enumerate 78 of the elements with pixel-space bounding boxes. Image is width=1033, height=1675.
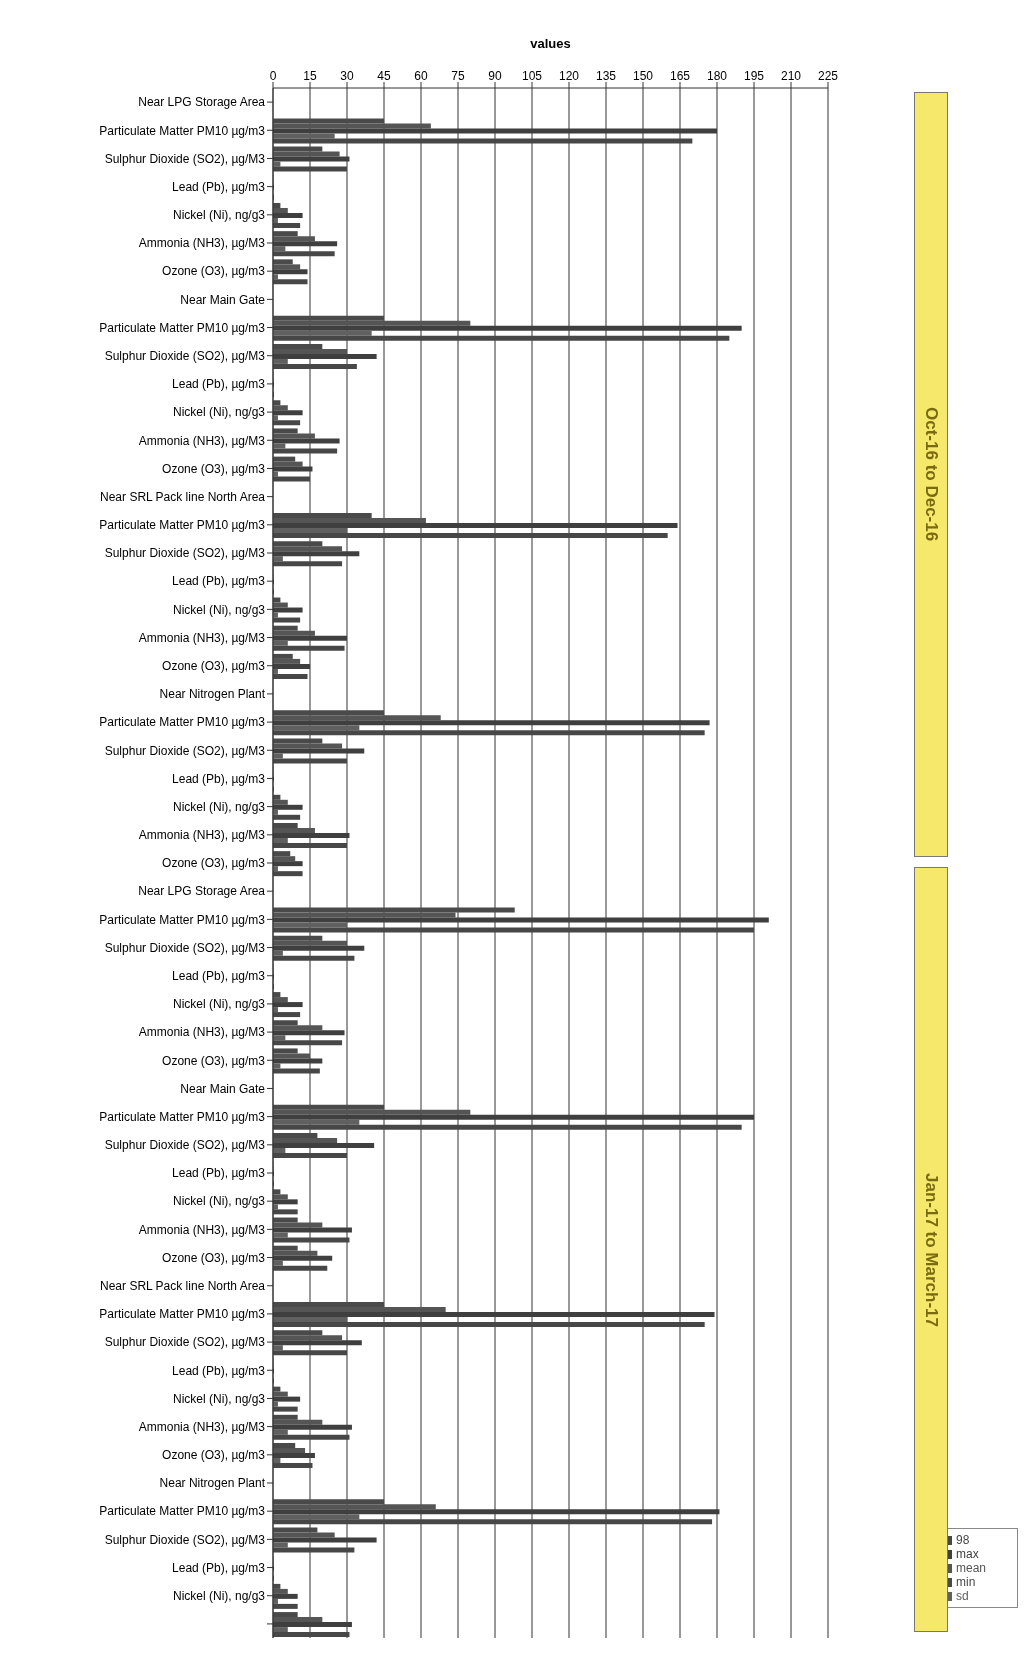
y-tick-label: Particulate Matter PM10 µg/m3	[99, 715, 266, 730]
y-tick-label: Ammonia (NH3), µg/M3	[138, 1025, 266, 1040]
y-tick-label: Near Main Gate	[180, 292, 266, 307]
y-tick-label: Ammonia (NH3), µg/M3	[138, 1222, 266, 1237]
y-tick-label: Near SRL Pack line North Area	[100, 489, 266, 504]
y-tick-label: Ozone (O3), µg/m3	[162, 461, 266, 476]
y-tick-label: Ammonia (NH3), µg/M3	[138, 1419, 266, 1434]
y-tick-label: Ozone (O3), µg/m3	[162, 1250, 266, 1265]
x-tick-label: 75	[451, 69, 465, 83]
y-tick-label: Near Nitrogen Plant	[159, 1476, 266, 1491]
y-tick-label: Sulphur Dioxide (SO2), µg/M3	[104, 1532, 266, 1547]
x-tick-label: 30	[340, 69, 354, 83]
legend-label: max	[956, 1547, 979, 1561]
text: Jan-17 to March-17	[914, 867, 948, 1632]
y-tick-label: Lead (Pb), µg/m3	[172, 377, 266, 392]
y-tick-label: Ammonia (NH3), µg/M3	[138, 828, 266, 843]
y-tick-label: Near LPG Storage Area	[138, 884, 266, 899]
y-tick-label: Sulphur Dioxide (SO2), µg/M3	[104, 940, 266, 955]
y-tick-label: Sulphur Dioxide (SO2), µg/M3	[104, 1335, 266, 1350]
y-tick-label: Lead (Pb), µg/m3	[172, 574, 266, 589]
y-tick-label: Particulate Matter PM10 µg/m3	[99, 518, 266, 533]
y-tick-label: Nickel (Ni), ng/g3	[172, 1588, 266, 1603]
y-tick-label: Ozone (O3), µg/m3	[162, 264, 266, 279]
x-tick-label: 150	[632, 69, 654, 83]
x-tick-label: 225	[817, 69, 839, 83]
legend-label: 98	[956, 1533, 970, 1547]
y-tick-label: Sulphur Dioxide (SO2), µg/M3	[104, 1138, 266, 1153]
y-tick-label: Nickel (Ni), ng/g3	[172, 208, 266, 223]
y-tick-label: Nickel (Ni), ng/g3	[172, 1194, 266, 1209]
y-tick-label: Near SRL Pack line North Area	[100, 1278, 266, 1293]
y-tick-label: Sulphur Dioxide (SO2), µg/M3	[104, 151, 266, 166]
y-tick-label: Near Nitrogen Plant	[159, 687, 266, 702]
y-tick-label: Lead (Pb), µg/m3	[172, 1166, 266, 1181]
y-tick-label: Near LPG Storage Area	[138, 95, 266, 110]
y-tick-label: Nickel (Ni), ng/g3	[172, 1391, 266, 1406]
y-tick-label: Nickel (Ni), ng/g3	[172, 799, 266, 814]
y-tick-label: Ammonia (NH3), µg/M3	[138, 630, 266, 645]
y-tick-label: Particulate Matter PM10 µg/m3	[99, 1109, 266, 1124]
legend-label: sd	[956, 1589, 969, 1603]
x-tick-label: 195	[743, 69, 765, 83]
y-tick-label: Lead (Pb), µg/m3	[172, 771, 266, 786]
x-tick-label: 90	[488, 69, 502, 83]
y-tick-label: Particulate Matter PM10 µg/m3	[99, 912, 266, 927]
x-tick-label: 210	[780, 69, 802, 83]
x-tick-label: 45	[377, 69, 391, 83]
y-tick-label: Ozone (O3), µg/m3	[162, 1448, 266, 1463]
x-tick-label: 135	[595, 69, 617, 83]
x-axis-title: values	[530, 36, 571, 51]
x-tick-label: 165	[669, 69, 691, 83]
y-tick-label: Particulate Matter PM10 µg/m3	[99, 1504, 266, 1519]
y-tick-label: Ozone (O3), µg/m3	[162, 1053, 266, 1068]
y-tick-label: Sulphur Dioxide (SO2), µg/M3	[104, 348, 266, 363]
y-tick-label: Nickel (Ni), ng/g3	[172, 602, 266, 617]
y-tick-label: Nickel (Ni), ng/g3	[172, 997, 266, 1012]
y-tick-label: Lead (Pb), µg/m3	[172, 1363, 266, 1378]
y-tick-label: Particulate Matter PM10 µg/m3	[99, 123, 266, 138]
x-tick-label: 0	[269, 69, 277, 83]
y-tick-label: Near Main Gate	[180, 1081, 266, 1096]
y-tick-label: Sulphur Dioxide (SO2), µg/M3	[104, 546, 266, 561]
y-tick-label: Particulate Matter PM10 µg/m3	[99, 1307, 266, 1322]
y-tick-label: Ammonia (NH3), µg/M3	[138, 433, 266, 448]
x-tick-label: 15	[303, 69, 317, 83]
legend-label: mean	[956, 1561, 987, 1575]
x-tick-label: 180	[706, 69, 728, 83]
y-tick-label: Lead (Pb), µg/m3	[172, 1560, 266, 1575]
y-tick-label: Ozone (O3), µg/m3	[162, 658, 266, 673]
x-tick-label: 120	[558, 69, 580, 83]
text: Oct-16 to Dec-16	[914, 92, 948, 857]
x-tick-label: 105	[521, 69, 543, 83]
y-tick-label: Lead (Pb), µg/m3	[172, 968, 266, 983]
x-tick-label: 60	[414, 69, 428, 83]
y-tick-label: Ammonia (NH3), µg/M3	[138, 236, 266, 251]
y-tick-label: Sulphur Dioxide (SO2), µg/M3	[104, 743, 266, 758]
y-tick-label: Particulate Matter PM10 µg/m3	[99, 320, 266, 335]
y-tick-label: Nickel (Ni), ng/g3	[172, 405, 266, 420]
y-tick-label: Ozone (O3), µg/m3	[162, 856, 266, 871]
y-tick-label: Lead (Pb), µg/m3	[172, 179, 266, 194]
legend-label: min	[956, 1575, 976, 1589]
